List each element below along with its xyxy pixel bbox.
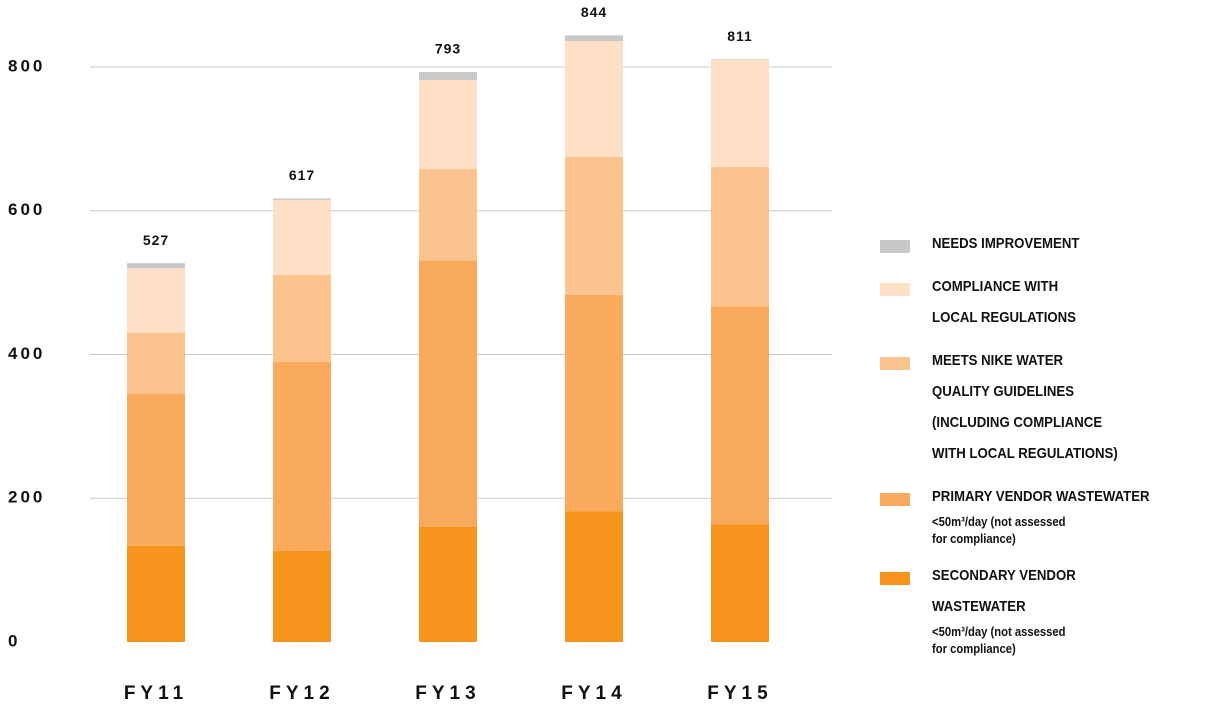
legend-label: COMPLIANCE WITH LOCAL REGULATIONS: [932, 278, 1076, 326]
y-tick-label: 0: [8, 631, 20, 650]
legend-swatch: [880, 240, 910, 253]
legend-item: SECONDARY VENDOR WASTEWATER <50m³/day (no…: [880, 567, 1200, 658]
bar-segment: [273, 198, 331, 200]
y-tick-label: 200: [8, 488, 45, 507]
bar-segment: [565, 41, 623, 157]
bar-segment: [565, 511, 623, 642]
total-label: 844: [581, 4, 607, 20]
bar-segment: [565, 35, 623, 42]
legend-note: <50m³/day (not assessed for compliance): [932, 625, 1066, 656]
legend-note: <50m³/day (not assessed for compliance): [932, 515, 1066, 546]
legend-item: COMPLIANCE WITH LOCAL REGULATIONS: [880, 278, 1200, 333]
bar-segment: [127, 545, 185, 642]
bar-segment: [127, 332, 185, 395]
total-label: 527: [143, 232, 169, 248]
bar-segment: [273, 274, 331, 362]
legend: NEEDS IMPROVEMENT COMPLIANCE WITH LOCAL R…: [880, 235, 1200, 658]
legend-swatch: [880, 572, 910, 585]
bar-segment: [419, 527, 477, 642]
total-label: 811: [727, 28, 753, 44]
y-tick-label: 800: [8, 56, 45, 75]
bar-segment: [273, 550, 331, 642]
bar-segment: [419, 260, 477, 527]
bar-segment: [565, 294, 623, 512]
y-tick-label: 600: [8, 200, 45, 219]
bar-segment: [711, 59, 769, 60]
bar-segment: [127, 268, 185, 333]
legend-label: NEEDS IMPROVEMENT: [932, 235, 1080, 252]
bar-segment: [711, 166, 769, 307]
legend-label: SECONDARY VENDOR WASTEWATER: [932, 567, 1076, 615]
x-tick-label: FY11: [124, 683, 188, 704]
legend-swatch: [880, 357, 910, 370]
bar-segment: [273, 361, 331, 551]
bar-segment: [419, 169, 477, 261]
x-tick-label: FY13: [415, 683, 480, 704]
total-label: 617: [289, 167, 315, 183]
bar-segment: [711, 524, 769, 642]
legend-item: PRIMARY VENDOR WASTEWATER <50m³/day (not …: [880, 488, 1200, 548]
bar-segment: [565, 156, 623, 295]
legend-item: NEEDS IMPROVEMENT: [880, 235, 1200, 259]
y-tick-label: 400: [8, 344, 45, 363]
x-tick-label: FY15: [707, 683, 772, 704]
bar-segment: [127, 263, 185, 269]
total-label: 793: [435, 41, 461, 57]
legend-swatch: [880, 493, 910, 506]
legend-label: PRIMARY VENDOR WASTEWATER: [932, 488, 1150, 505]
bar-segment: [273, 199, 331, 275]
bar-segment: [419, 79, 477, 170]
legend-label: MEETS NIKE WATER QUALITY GUIDELINES (INC…: [932, 352, 1118, 462]
bar-segment: [419, 72, 477, 80]
x-tick-label: FY14: [561, 683, 626, 704]
legend-item: MEETS NIKE WATER QUALITY GUIDELINES (INC…: [880, 352, 1200, 469]
legend-swatch: [880, 283, 910, 296]
bar-segment: [711, 306, 769, 525]
bar-segment: [127, 394, 185, 546]
x-tick-label: FY12: [269, 683, 334, 704]
bar-segment: [711, 59, 769, 167]
